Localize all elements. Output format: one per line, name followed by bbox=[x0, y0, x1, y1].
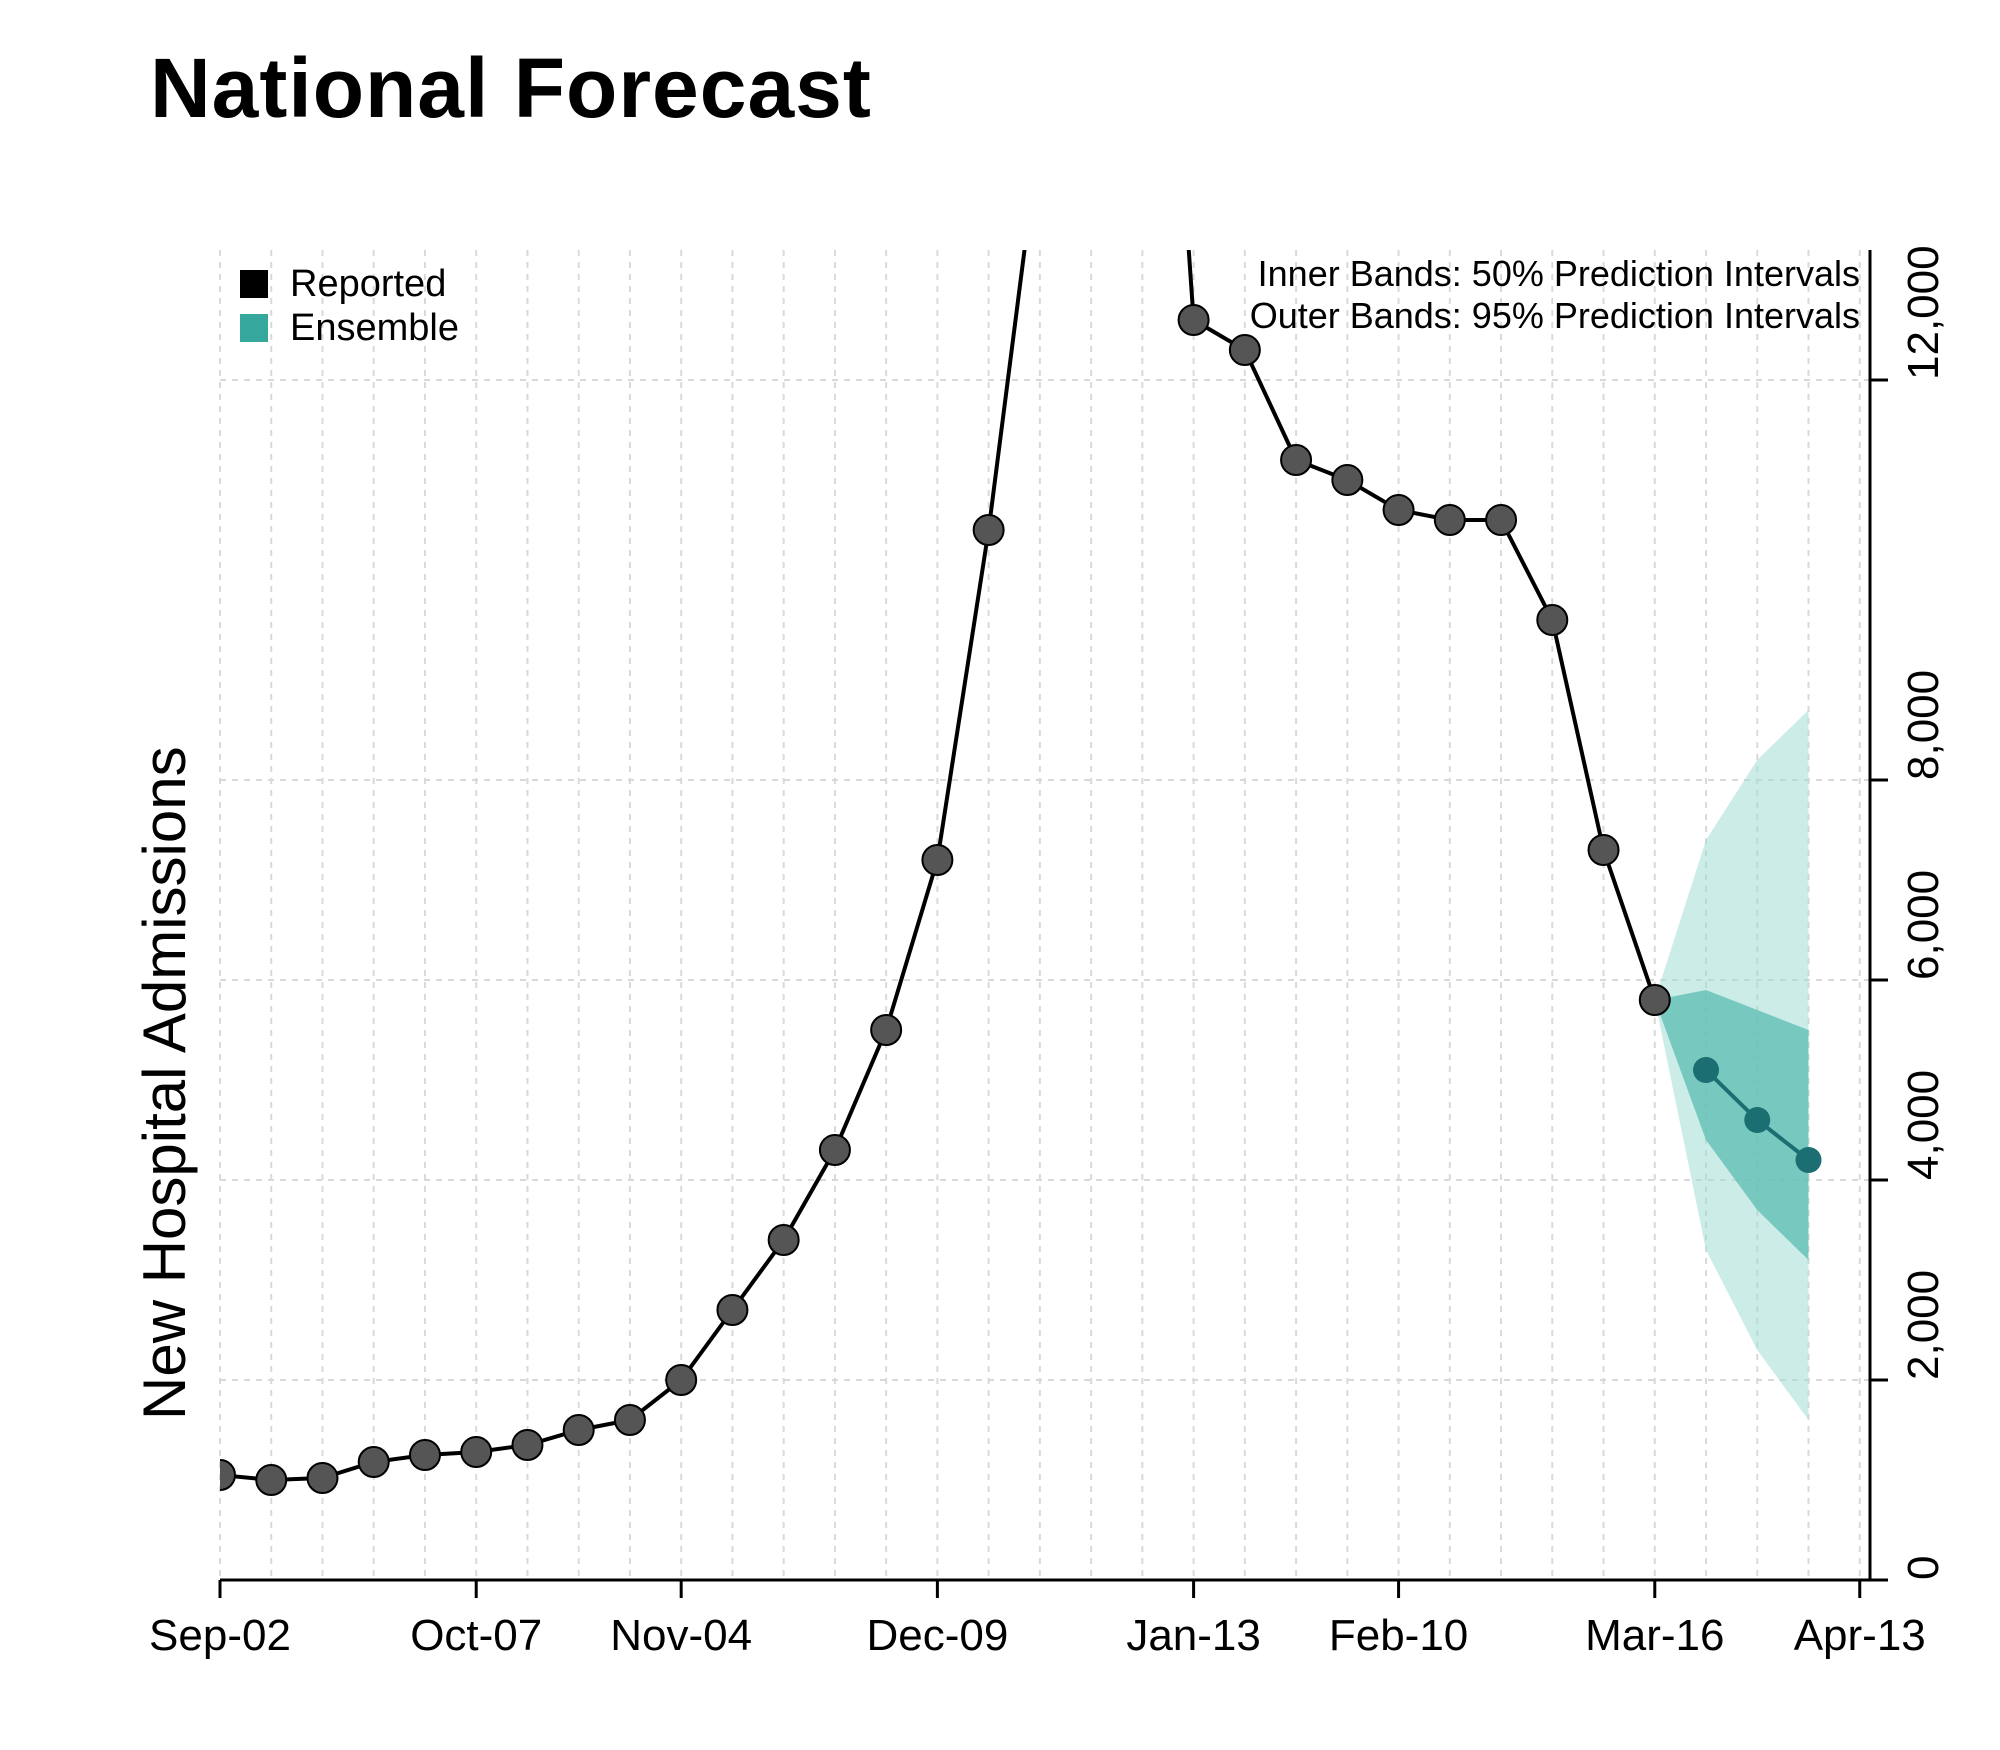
svg-text:6,000: 6,000 bbox=[1899, 870, 1948, 980]
legend-swatch-ensemble bbox=[240, 314, 268, 342]
annotation-inner: Inner Bands: 50% Prediction Intervals bbox=[1258, 253, 1860, 294]
svg-text:Jan-13: Jan-13 bbox=[1126, 1611, 1261, 1660]
legend: Reported Ensemble bbox=[240, 263, 459, 349]
svg-text:Oct-07: Oct-07 bbox=[410, 1611, 542, 1660]
svg-text:Feb-10: Feb-10 bbox=[1329, 1611, 1468, 1660]
svg-text:Apr-13: Apr-13 bbox=[1794, 1611, 1926, 1660]
forecast-chart: Sep-02 Oct-07 Nov-04 Dec-09 Jan-13 Feb-10 Mar-… bbox=[0, 0, 2000, 1750]
svg-text:Dec-09: Dec-09 bbox=[866, 1611, 1008, 1660]
x-ticks: Sep-02 Oct-07 Nov-04 Dec-09 Jan-13 Feb-10 Mar-… bbox=[149, 1580, 1926, 1660]
svg-text:2,000: 2,000 bbox=[1899, 1270, 1948, 1380]
svg-text:4,000: 4,000 bbox=[1899, 1070, 1948, 1180]
svg-text:Sep-02: Sep-02 bbox=[149, 1611, 291, 1660]
y-ticks: 0 2,000 4,000 6,000 8,000 12,000 bbox=[1870, 245, 1948, 1580]
legend-swatch-reported bbox=[240, 270, 268, 298]
svg-text:8,000: 8,000 bbox=[1899, 670, 1948, 780]
svg-text:0: 0 bbox=[1899, 1556, 1948, 1580]
legend-label-ensemble: Ensemble bbox=[290, 307, 459, 349]
svg-text:Mar-16: Mar-16 bbox=[1585, 1611, 1724, 1660]
svg-text:Nov-04: Nov-04 bbox=[610, 1611, 752, 1660]
annotation-outer: Outer Bands: 95% Prediction Intervals bbox=[1250, 295, 1860, 336]
svg-text:12,000: 12,000 bbox=[1899, 245, 1948, 380]
legend-label-reported: Reported bbox=[290, 263, 446, 305]
